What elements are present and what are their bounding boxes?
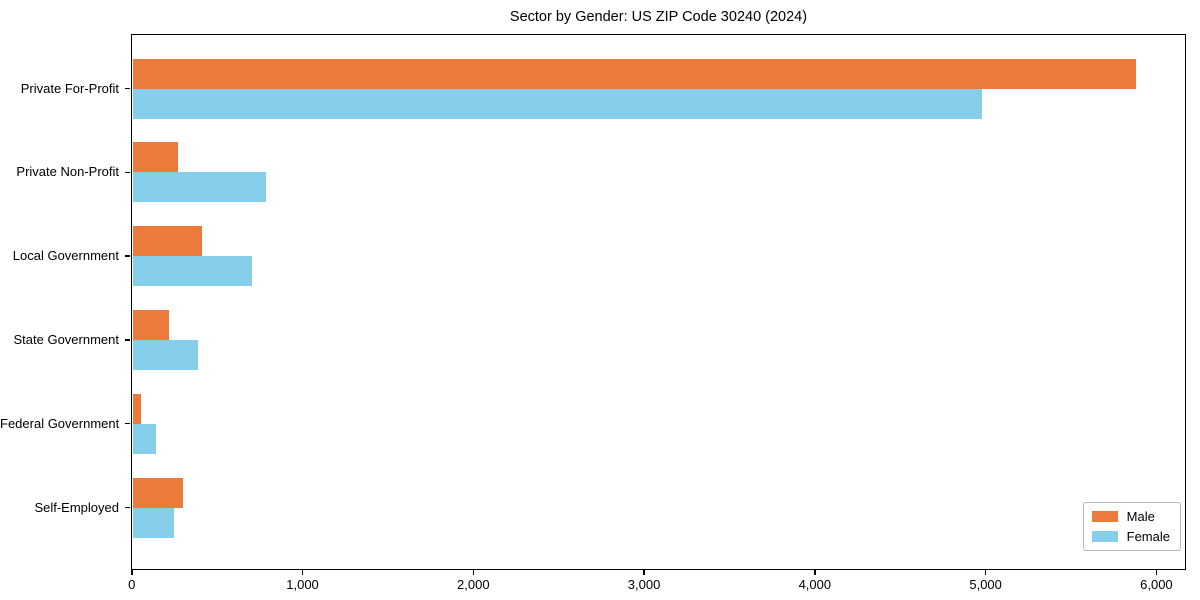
legend-label: Female <box>1126 529 1170 544</box>
x-tick-mark <box>814 570 816 575</box>
legend-entry-female: Female <box>1091 529 1170 544</box>
bar-male <box>132 58 1136 89</box>
legend-entry-male: Male <box>1091 509 1170 524</box>
bar-female <box>132 507 175 538</box>
legend-label: Male <box>1126 509 1155 524</box>
bar-male <box>132 226 202 257</box>
x-tick-mark <box>643 570 645 575</box>
legend-swatch-female <box>1091 531 1118 542</box>
y-tick-mark <box>125 171 130 174</box>
y-tick-label: Local Government <box>12 248 119 264</box>
y-tick-label: Private For-Profit <box>20 80 119 96</box>
x-tick-label: 2,000 <box>457 577 490 592</box>
x-tick-mark <box>131 570 133 575</box>
y-tick-mark <box>125 422 130 425</box>
y-tick-label: Federal Government <box>0 415 120 431</box>
x-tick-mark <box>984 570 987 575</box>
y-tick-label: Self-Employed <box>34 499 119 515</box>
bar-male <box>132 477 183 508</box>
bar-female <box>132 88 983 119</box>
bar-female <box>132 339 199 370</box>
bar-female <box>132 256 252 287</box>
y-tick-label: State Government <box>13 331 120 347</box>
bar-male <box>132 309 170 340</box>
bar-female <box>132 423 156 454</box>
bar-female <box>132 172 266 203</box>
y-tick-mark <box>125 87 130 90</box>
legend: Male Female <box>1082 502 1181 551</box>
x-tick-label: 0 <box>128 577 136 592</box>
y-tick-mark <box>125 506 130 509</box>
plot-area <box>131 34 1186 570</box>
y-tick-mark <box>125 255 130 257</box>
x-tick-label: 6,000 <box>1140 577 1173 592</box>
bar-male <box>132 142 178 173</box>
x-tick-label: 1,000 <box>286 577 319 592</box>
chart-title: Sector by Gender: US ZIP Code 30240 (202… <box>509 9 808 25</box>
bar-male <box>132 393 141 424</box>
x-tick-label: 5,000 <box>969 577 1002 592</box>
legend-swatch-male <box>1091 511 1118 522</box>
x-tick-label: 4,000 <box>798 577 832 592</box>
x-tick-mark <box>301 570 304 575</box>
x-tick-mark <box>472 570 475 575</box>
y-tick-label: Private Non-Profit <box>16 164 119 180</box>
x-tick-label: 3,000 <box>627 577 661 592</box>
y-tick-mark <box>125 339 130 341</box>
x-tick-mark <box>1155 570 1158 575</box>
